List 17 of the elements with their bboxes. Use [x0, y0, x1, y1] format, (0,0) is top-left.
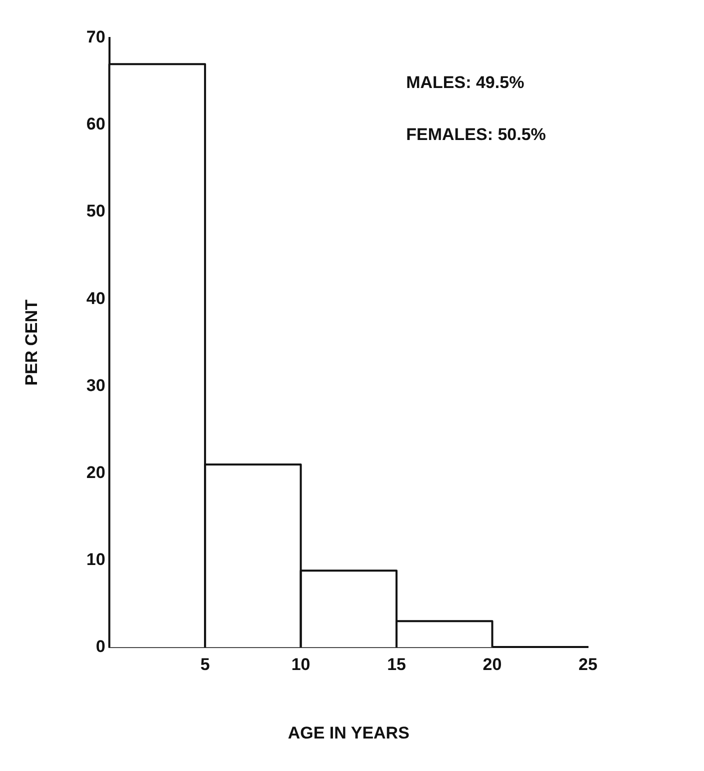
y-tick-label: 70 [86, 28, 106, 47]
x-tick-label: 15 [387, 655, 406, 674]
x-tick-label: 5 [200, 655, 210, 674]
annotation: MALES: 49.5% [406, 73, 524, 92]
x-axis-title: AGE IN YEARS [288, 723, 410, 742]
y-tick-label: 60 [86, 114, 106, 134]
y-tick-label: 10 [86, 550, 106, 569]
y-tick-label: 20 [86, 462, 106, 482]
x-tick-label: 25 [578, 655, 598, 674]
x-tick-label: 10 [291, 655, 310, 674]
y-tick-label: 0 [96, 636, 106, 656]
y-tick-label: 50 [86, 202, 106, 221]
x-tick-label: 20 [482, 655, 502, 674]
y-tick-label: 40 [86, 288, 106, 308]
y-axis-title: PER CENT [22, 299, 41, 386]
annotation: FEMALES: 50.5% [406, 125, 546, 144]
y-tick-label: 30 [86, 376, 106, 395]
